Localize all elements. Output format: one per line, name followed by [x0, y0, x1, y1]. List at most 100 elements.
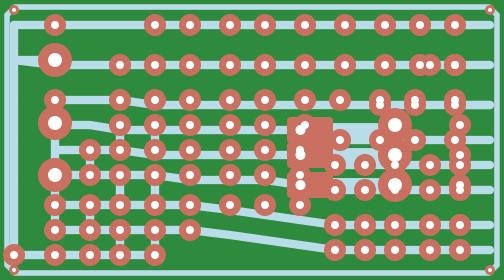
Circle shape [44, 194, 66, 216]
Circle shape [261, 96, 269, 104]
Circle shape [144, 54, 166, 76]
Circle shape [51, 251, 59, 259]
Circle shape [151, 121, 159, 129]
Circle shape [109, 219, 131, 241]
Circle shape [404, 89, 426, 111]
Circle shape [151, 171, 159, 179]
Circle shape [416, 61, 424, 69]
Circle shape [296, 171, 304, 179]
Circle shape [381, 61, 389, 69]
Circle shape [179, 14, 201, 36]
Circle shape [449, 239, 471, 261]
Circle shape [186, 121, 194, 129]
Circle shape [388, 118, 402, 132]
Circle shape [374, 54, 396, 76]
Circle shape [419, 179, 441, 201]
Circle shape [485, 5, 495, 15]
FancyBboxPatch shape [287, 172, 333, 198]
Circle shape [116, 226, 124, 234]
Circle shape [388, 178, 402, 192]
Circle shape [295, 180, 305, 190]
Circle shape [12, 8, 16, 12]
Circle shape [444, 129, 466, 151]
Circle shape [451, 136, 459, 144]
Circle shape [296, 201, 304, 209]
Circle shape [51, 201, 59, 209]
Circle shape [79, 244, 101, 266]
Circle shape [144, 89, 166, 111]
Circle shape [331, 246, 339, 254]
Circle shape [388, 148, 402, 162]
Circle shape [144, 219, 166, 241]
Circle shape [451, 61, 459, 69]
Circle shape [289, 139, 311, 161]
Circle shape [38, 106, 72, 140]
Circle shape [254, 194, 276, 216]
Circle shape [354, 214, 376, 236]
Circle shape [151, 226, 159, 234]
Circle shape [295, 125, 305, 135]
Circle shape [329, 89, 351, 111]
Circle shape [186, 21, 194, 29]
Circle shape [419, 154, 441, 176]
Circle shape [109, 89, 131, 111]
Circle shape [301, 21, 309, 29]
Circle shape [419, 239, 441, 261]
Circle shape [294, 89, 316, 111]
Circle shape [411, 101, 419, 109]
Circle shape [419, 214, 441, 236]
Circle shape [86, 251, 94, 259]
Circle shape [144, 194, 166, 216]
Circle shape [376, 96, 384, 104]
Circle shape [444, 94, 466, 116]
Circle shape [456, 121, 464, 129]
Circle shape [354, 179, 376, 201]
Circle shape [404, 94, 426, 116]
Circle shape [151, 201, 159, 209]
Circle shape [226, 21, 234, 29]
Circle shape [219, 164, 241, 186]
Circle shape [38, 43, 72, 77]
Circle shape [261, 21, 269, 29]
Circle shape [384, 239, 406, 261]
Circle shape [51, 226, 59, 234]
Circle shape [295, 150, 305, 160]
Circle shape [226, 96, 234, 104]
Circle shape [378, 168, 412, 202]
Circle shape [86, 146, 94, 154]
Circle shape [79, 164, 101, 186]
Circle shape [261, 171, 269, 179]
Circle shape [449, 154, 471, 176]
Circle shape [289, 194, 311, 216]
Circle shape [376, 136, 384, 144]
Circle shape [261, 61, 269, 69]
FancyBboxPatch shape [287, 117, 333, 143]
Circle shape [444, 54, 466, 76]
Circle shape [369, 89, 391, 111]
Circle shape [79, 219, 101, 241]
Circle shape [9, 265, 19, 275]
Circle shape [449, 114, 471, 136]
Circle shape [116, 146, 124, 154]
Circle shape [354, 154, 376, 176]
Circle shape [254, 54, 276, 76]
Circle shape [151, 61, 159, 69]
Circle shape [456, 151, 464, 159]
Circle shape [226, 201, 234, 209]
Circle shape [391, 186, 399, 194]
Circle shape [48, 116, 62, 130]
Circle shape [456, 246, 464, 254]
Circle shape [451, 101, 459, 109]
Circle shape [151, 21, 159, 29]
Circle shape [179, 54, 201, 76]
Circle shape [426, 61, 434, 69]
Circle shape [289, 164, 311, 186]
Circle shape [226, 146, 234, 154]
Circle shape [409, 14, 431, 36]
Circle shape [86, 171, 94, 179]
Circle shape [336, 96, 344, 104]
Circle shape [116, 96, 124, 104]
Circle shape [116, 171, 124, 179]
Circle shape [144, 164, 166, 186]
Circle shape [226, 121, 234, 129]
